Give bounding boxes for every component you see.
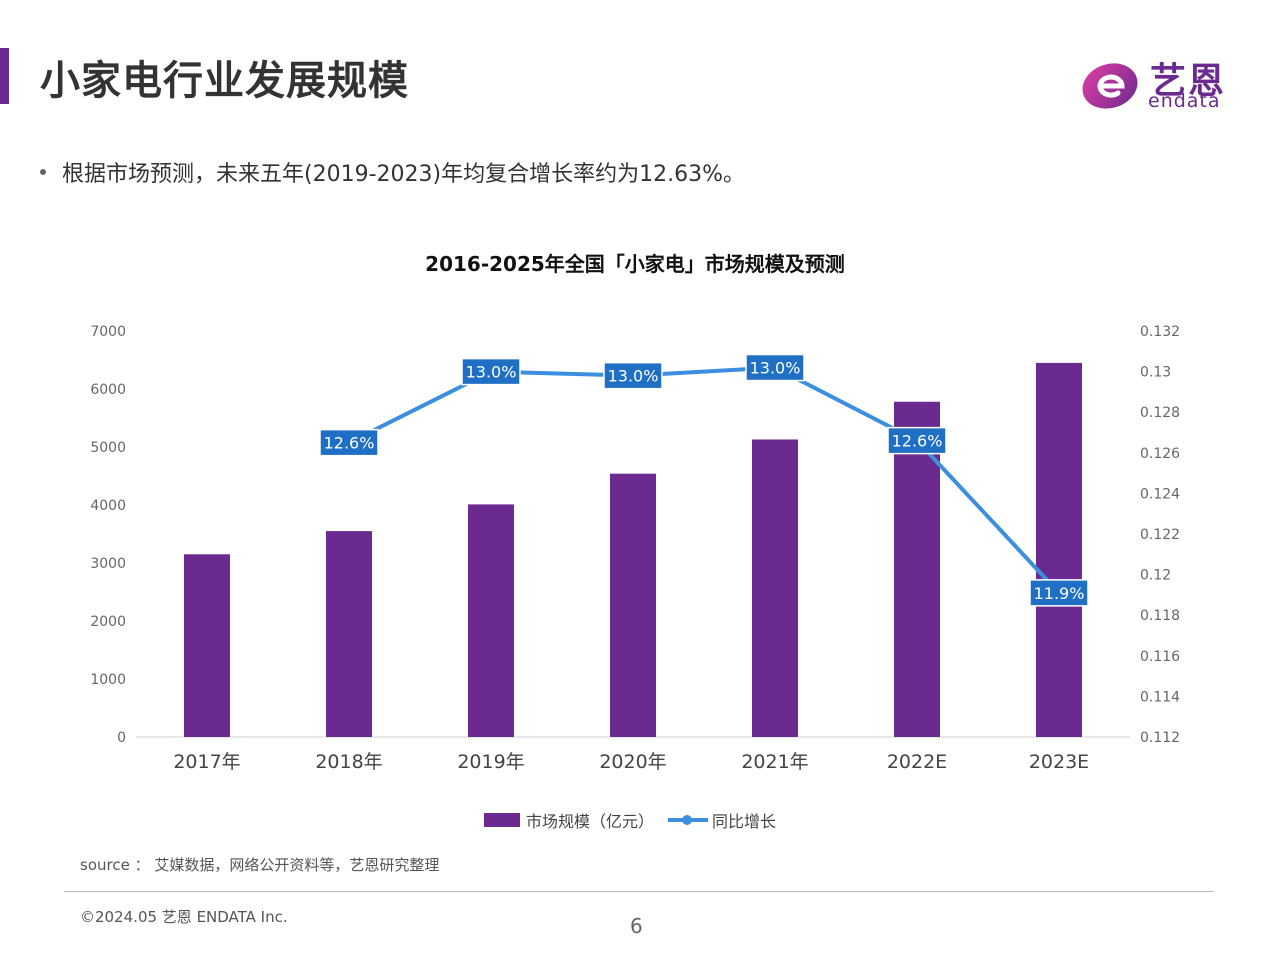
y-right-tick-label: 0.122 xyxy=(1140,527,1180,543)
growth-label-box xyxy=(745,353,805,382)
legend-bar-swatch xyxy=(484,813,520,827)
logo-text-cn: 艺恩 xyxy=(1150,61,1227,102)
y-left-tick-label: 1000 xyxy=(90,672,126,688)
y-right-tick-label: 0.114 xyxy=(1140,689,1180,705)
x-tick-label: 2020年 xyxy=(599,751,666,773)
x-tick-label: 2017年 xyxy=(173,751,240,773)
y-right-tick-label: 0.118 xyxy=(1140,608,1180,624)
bar xyxy=(468,504,514,737)
combo-chart: 0 1000 2000 3000 4000 5000 6000 7000 0.112 0.114 0… xyxy=(90,324,1180,773)
x-tick-label: 2021年 xyxy=(741,751,808,773)
growth-label-box xyxy=(319,428,379,457)
growth-label-box xyxy=(1029,579,1089,607)
page-title: 小家电行业发展规模 xyxy=(40,58,409,104)
y-left-tick-label: 2000 xyxy=(90,614,126,630)
y-right-tick-label: 0.132 xyxy=(1140,324,1180,340)
endata-logo: 艺恩 endata xyxy=(1080,52,1240,114)
growth-label-box xyxy=(461,357,521,386)
y-left-tick-label: 3000 xyxy=(90,556,126,572)
x-tick-label: 2022E xyxy=(887,751,947,773)
y-left-tick-label: 6000 xyxy=(90,382,126,398)
source-note: source ： 艾媒数据，网络公开资料等，艺恩研究整理 xyxy=(80,856,440,874)
y-left-tick-label: 0 xyxy=(117,730,126,746)
bar xyxy=(752,439,798,737)
growth-data-label: 13.0% xyxy=(608,367,659,386)
bullet-point: 根据市场预测，未来五年(2019-2023)年均复合增长率约为12.63%。 xyxy=(40,156,745,188)
bar xyxy=(610,473,656,737)
bar xyxy=(1036,362,1082,737)
endata-logo-icon xyxy=(1082,63,1138,109)
y-right-tick-label: 0.112 xyxy=(1140,730,1180,746)
growth-data-label: 12.6% xyxy=(892,432,943,451)
growth-line xyxy=(348,365,1061,595)
growth-label-box xyxy=(887,426,947,455)
x-tick-label: 2023E xyxy=(1029,751,1089,773)
y-left-tick-label: 7000 xyxy=(90,324,126,340)
growth-data-label: 12.6% xyxy=(324,434,375,453)
chart-title: 2016-2025年全国「小家电」市场规模及预测 xyxy=(425,252,845,276)
bar xyxy=(326,531,372,737)
growth-data-label: 11.9% xyxy=(1034,584,1085,603)
y-left-tick-label: 4000 xyxy=(90,498,126,514)
title-accent-bar xyxy=(0,48,9,104)
y-right-tick-label: 0.116 xyxy=(1140,649,1180,665)
growth-data-label: 13.0% xyxy=(750,359,801,378)
legend-bar-label: 市场规模（亿元） xyxy=(526,812,655,831)
x-tick-label: 2018年 xyxy=(315,751,382,773)
chart-legend: 市场规模（亿元） 同比增长 xyxy=(484,808,776,832)
y-right-tick-label: 0.126 xyxy=(1140,446,1180,462)
x-tick-label: 2019年 xyxy=(457,751,524,773)
legend-line-swatch xyxy=(668,813,709,827)
page-number: 6 xyxy=(630,914,643,938)
y-right-tick-label: 0.13 xyxy=(1140,365,1171,381)
growth-data-label: 13.0% xyxy=(466,363,517,382)
legend-line-label: 同比增长 xyxy=(712,812,777,831)
y-right-tick-label: 0.12 xyxy=(1140,568,1171,584)
growth-label-box xyxy=(603,361,663,390)
y-right-tick-label: 0.124 xyxy=(1140,486,1180,502)
y-right-tick-label: 0.128 xyxy=(1140,405,1180,421)
bullet-text: 根据市场预测，未来五年(2019-2023)年均复合增长率约为12.63%。 xyxy=(62,162,745,187)
footer-divider xyxy=(64,891,1214,892)
footer-copyright: ©2024.05 艺恩 ENDATA Inc. xyxy=(80,908,288,926)
y-left-tick-label: 5000 xyxy=(90,440,126,456)
bullet-dot-icon xyxy=(40,169,46,175)
logo-text-en: endata xyxy=(1148,90,1221,112)
bar xyxy=(184,554,230,737)
